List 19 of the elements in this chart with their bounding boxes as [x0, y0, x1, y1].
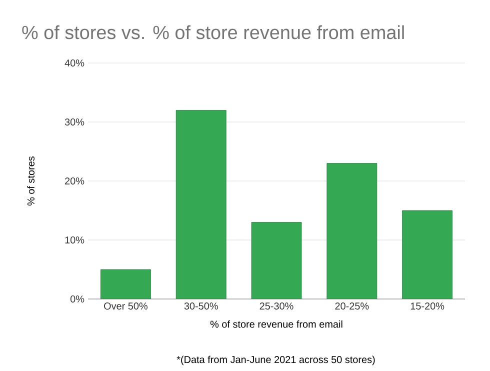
- y-tick-label: 10%: [65, 236, 84, 244]
- y-tick-label: 20%: [65, 177, 84, 185]
- x-tick-label: Over 50%: [104, 302, 148, 310]
- text: *(Data from Jan-June 2021 across 50 stores): [176, 356, 375, 366]
- bar: [176, 110, 226, 299]
- chart-title: % of stores vs. % of store revenue from email: [22, 25, 404, 40]
- y-tick-label: 0%: [70, 295, 84, 303]
- y-tick-label: 40%: [64, 59, 84, 67]
- x-tick-label: 25-30%: [260, 302, 294, 310]
- y-tick-label: 30%: [64, 118, 84, 126]
- y-axis-title: % of stores: [27, 156, 34, 206]
- x-tick-label: 30-50%: [184, 302, 218, 310]
- bar: [402, 210, 452, 299]
- x-tick-label: 20-25%: [335, 302, 369, 310]
- x-axis-title: % of store revenue from email: [210, 320, 342, 328]
- bar: [100, 269, 151, 299]
- bar: [251, 222, 302, 299]
- x-tick-label: 15-20%: [410, 302, 444, 310]
- bar: [326, 163, 378, 299]
